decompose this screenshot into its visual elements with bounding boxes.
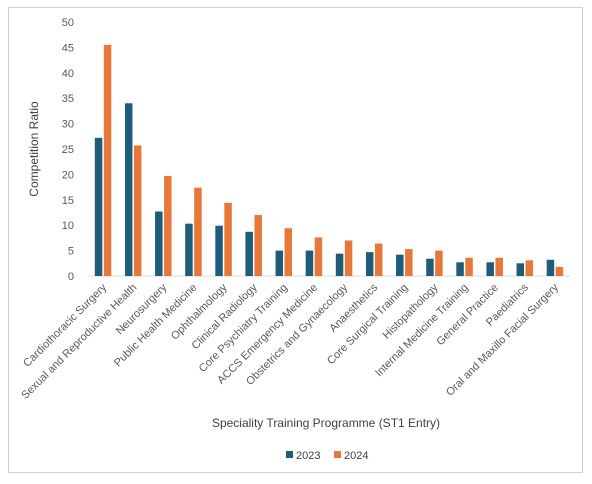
bar-2023 xyxy=(396,254,404,276)
y-tick-label: 45 xyxy=(62,42,74,54)
y-tick-label: 10 xyxy=(62,220,74,232)
bar-2023 xyxy=(245,231,253,276)
bar-2024 xyxy=(284,228,293,276)
bar-2023 xyxy=(155,211,163,276)
y-tick-label: 20 xyxy=(62,169,74,181)
bar-2024 xyxy=(224,202,232,276)
bar-2024 xyxy=(555,266,564,276)
y-tick-label: 5 xyxy=(68,246,74,258)
bar-2024 xyxy=(133,145,142,276)
bar-2024 xyxy=(314,237,323,276)
bar-2023 xyxy=(546,259,555,276)
bar-2024 xyxy=(374,243,383,276)
bar-2023 xyxy=(456,262,464,276)
bar-2023 xyxy=(275,250,284,276)
bar-2023 xyxy=(365,252,374,276)
bar-2024 xyxy=(164,175,172,276)
legend: 2023 2024 xyxy=(286,450,368,462)
bar-2023 xyxy=(516,263,525,276)
legend-label: 2024 xyxy=(344,450,368,462)
x-axis-title: Speciality Training Programme (ST1 Entry… xyxy=(212,416,440,430)
y-tick-label: 50 xyxy=(62,17,74,29)
legend-swatch-2024 xyxy=(334,451,341,458)
legend-label: 2023 xyxy=(296,450,320,462)
y-tick-label: 35 xyxy=(62,93,74,105)
bar-2024 xyxy=(344,240,353,276)
bar-2023 xyxy=(335,253,344,276)
y-axis-title: Competition Ratio xyxy=(27,101,41,197)
legend-swatch-2023 xyxy=(286,451,293,458)
bar-2024 xyxy=(525,260,534,276)
bar-2023 xyxy=(486,262,494,276)
bar-2023 xyxy=(185,223,193,276)
y-tick-label: 0 xyxy=(68,271,74,283)
bar-2024 xyxy=(405,249,413,276)
bar-2024 xyxy=(465,257,473,276)
bar-2024 xyxy=(435,250,443,276)
y-axis-ticks: 0 5 10 15 20 25 30 35 40 45 50 xyxy=(62,17,74,283)
bars xyxy=(94,44,564,276)
y-tick-label: 30 xyxy=(62,119,74,131)
y-tick-label: 25 xyxy=(62,144,74,156)
y-tick-label: 40 xyxy=(62,68,74,80)
x-tick-label: Sexual and Reproductive Health xyxy=(19,282,139,402)
bar-2023 xyxy=(426,258,434,276)
bar-2024 xyxy=(103,44,112,276)
bar-2024 xyxy=(194,187,202,276)
bar-2024 xyxy=(495,257,503,276)
bar-2024 xyxy=(254,215,262,276)
bar-2023 xyxy=(305,250,314,276)
bar-2023 xyxy=(94,137,103,276)
bar-2023 xyxy=(215,225,223,276)
bar-2023 xyxy=(124,103,133,276)
y-tick-label: 15 xyxy=(62,195,74,207)
